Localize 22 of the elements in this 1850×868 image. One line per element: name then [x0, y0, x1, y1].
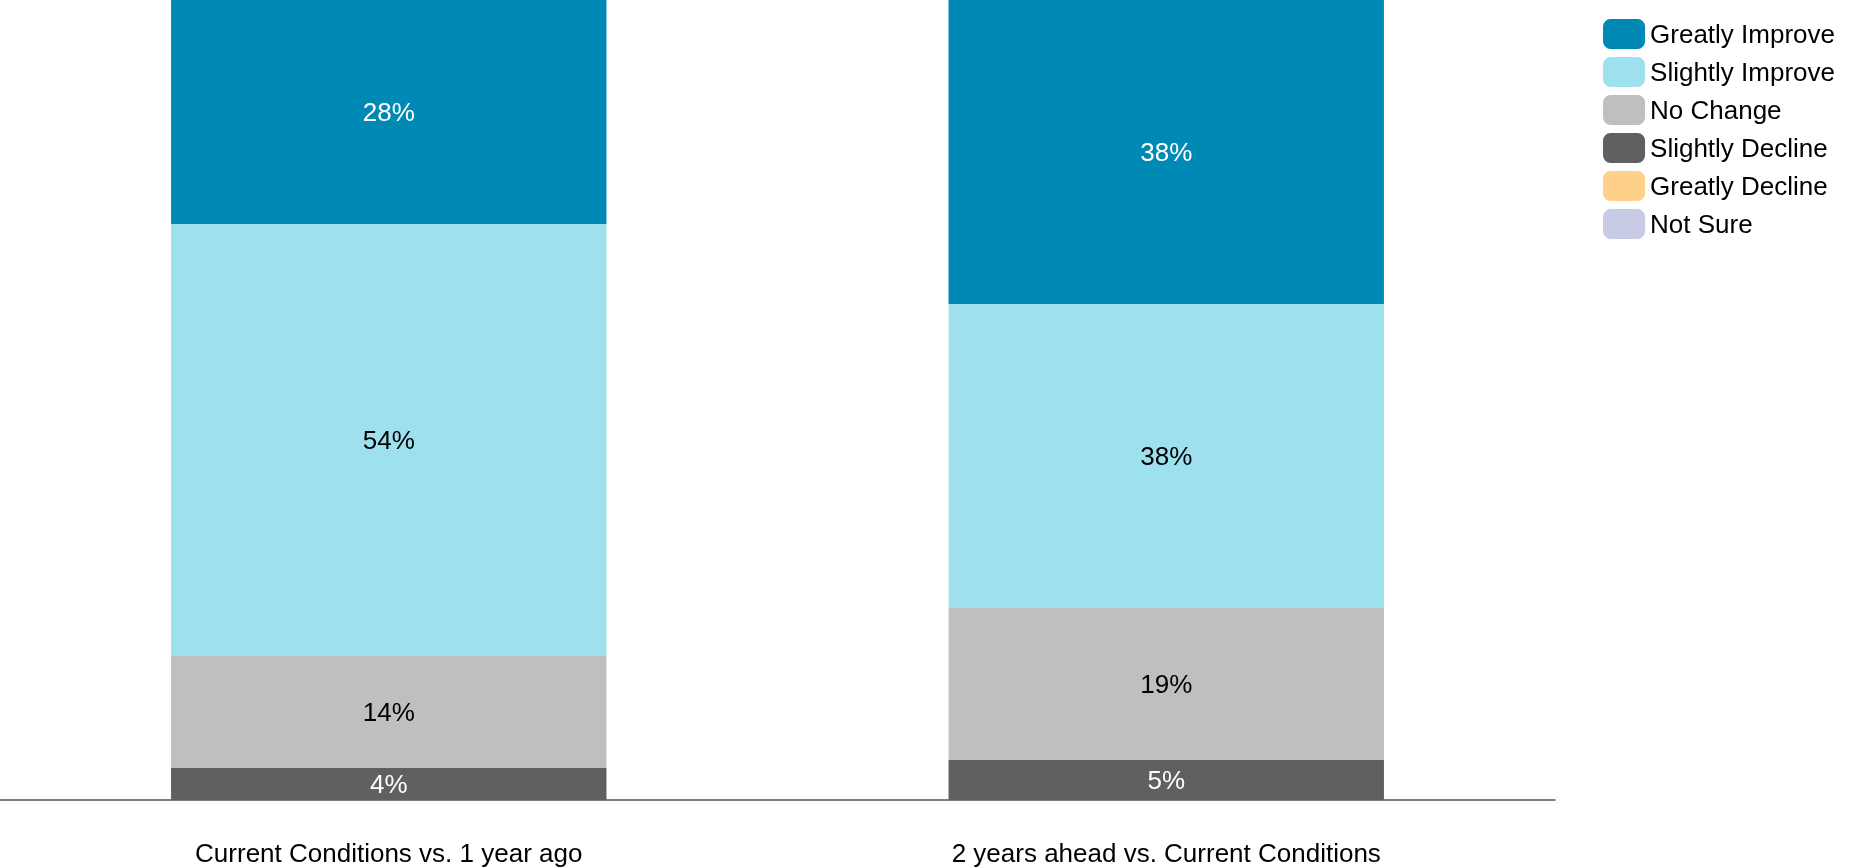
legend-label: Greatly Improve: [1650, 19, 1835, 49]
bar: [948, 608, 1384, 760]
bar: [948, 0, 1384, 304]
x-tick-label: 2 years ahead vs. Current Conditions: [951, 838, 1381, 868]
data-label: 38%: [1140, 137, 1193, 167]
data-label: 38%: [1140, 441, 1193, 471]
bar: [171, 0, 607, 224]
data-label: 5%: [1147, 765, 1186, 795]
bar: [171, 224, 607, 656]
data-label: 19%: [1140, 669, 1193, 699]
data-label: 54%: [362, 425, 415, 455]
legend-label: Not Sure: [1650, 209, 1753, 239]
data-label: 14%: [362, 697, 415, 727]
bar: [948, 304, 1384, 608]
data-label: 4%: [369, 769, 408, 799]
legend-label: Slightly Decline: [1650, 133, 1828, 163]
x-tick-label: Current Conditions vs. 1 year ago: [195, 838, 583, 868]
legend-label: Slightly Improve: [1650, 57, 1836, 87]
legend-label: No Change: [1650, 95, 1782, 125]
data-label: 28%: [362, 97, 415, 127]
legend-label: Greatly Decline: [1650, 171, 1828, 201]
bar: [171, 656, 607, 768]
